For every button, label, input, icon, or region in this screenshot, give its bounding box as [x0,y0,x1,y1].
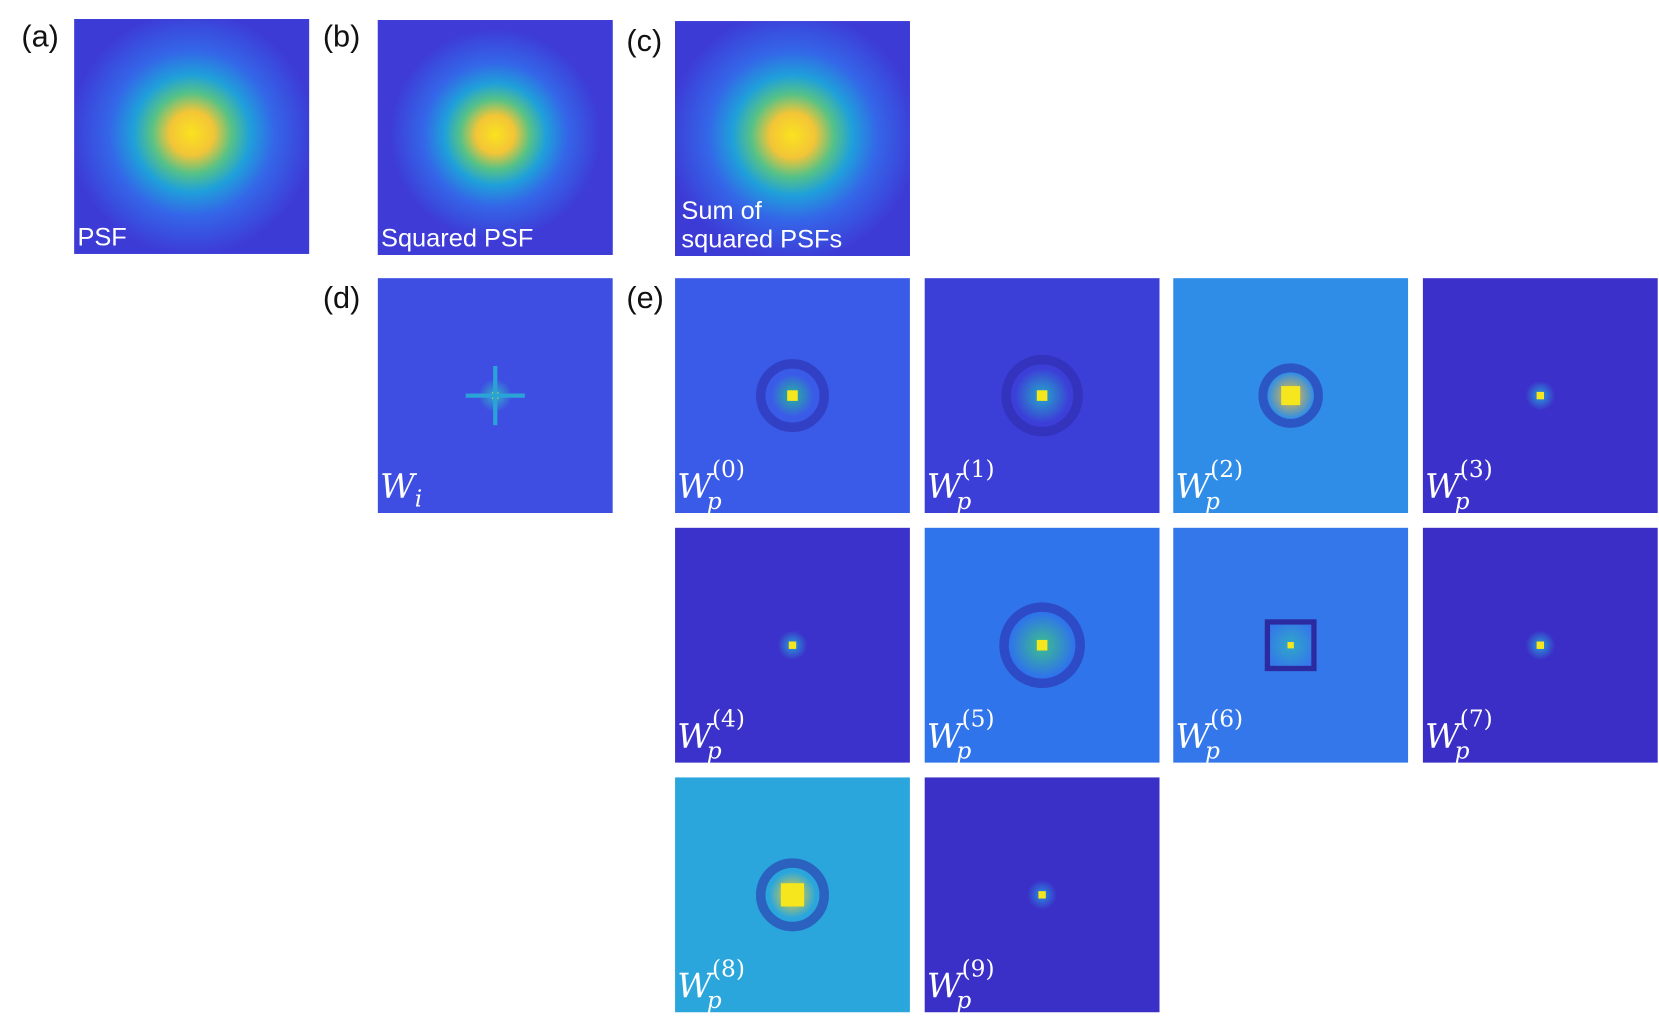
math-sup: (4) [712,706,745,733]
math-base: W [380,467,418,506]
math-sup: (7) [1460,706,1493,733]
math-caption: W(0) p [677,456,745,515]
math-caption: W(8) p [677,955,745,1014]
math-base: W [927,467,965,506]
weight-core [1036,390,1048,401]
math-sub: p [707,488,722,515]
math-caption: Wi [380,467,422,512]
panel-caption: Sum of [681,197,762,225]
math-sup: (2) [1210,456,1243,483]
math-base: W [927,966,965,1005]
math-sub: p [1205,737,1220,764]
math-base: W [1175,717,1213,756]
math-base: W [677,966,715,1005]
math-sup: (5) [962,706,995,733]
panel-label: (a) [21,20,58,54]
math-base: W [927,717,965,756]
math-sup: (0) [712,456,745,483]
math-sub: p [707,987,722,1014]
math-sub: p [956,488,971,515]
panel-label: (c) [626,24,662,58]
weight-square [1264,619,1317,672]
weight-ring [755,359,829,433]
panel-label: (e) [626,281,663,315]
math-caption: W(9) p [927,955,995,1014]
math-sub: p [1455,488,1470,515]
math-caption: W(2) p [1175,456,1243,515]
weight-core [1536,641,1544,649]
math-sup: (9) [962,955,995,982]
weight-core [780,883,805,907]
weight-core [788,641,797,649]
math-sup: (1) [962,456,995,483]
math-base: W [1425,467,1463,506]
weight-core [1287,642,1294,649]
math-caption: W(1) p [927,456,995,515]
math-base: W [1175,467,1213,506]
math-sup: (6) [1210,706,1243,733]
math-sup: (3) [1460,456,1493,483]
math-sub: p [1205,488,1220,515]
math-caption: W(4) p [677,706,745,765]
weight-ring [999,602,1085,689]
weight-ring [1258,363,1323,428]
math-caption: W(5) p [927,706,995,765]
math-sub: i [415,486,422,513]
panel-label: (b) [323,20,360,54]
math-caption: W(3) p [1425,456,1493,515]
panel-caption: squared PSFs [681,226,842,254]
math-base: W [1425,717,1463,756]
psf-map-glow [377,20,613,255]
weight-ring [755,858,829,932]
panel-label: (d) [323,281,360,315]
weight-core [1536,391,1544,400]
weight-core [1281,386,1301,406]
math-sub: p [956,737,971,764]
math-sub: p [1455,737,1470,764]
weight-core [1038,891,1046,899]
weight-core [787,390,798,401]
weight-ring [1001,354,1083,437]
math-caption: W(6) p [1175,706,1243,765]
math-sub: p [956,987,971,1014]
psf-map-glow [74,19,310,254]
math-base: W [677,467,715,506]
math-sup: (8) [712,955,745,982]
math-sub: p [707,737,722,764]
panel-caption: PSF [77,223,126,251]
weight-core [1036,639,1048,651]
panel-caption: Squared PSF [381,224,533,252]
psf-map-glow [675,21,910,256]
math-base: W [677,717,715,756]
math-caption: W(7) p [1425,706,1493,765]
